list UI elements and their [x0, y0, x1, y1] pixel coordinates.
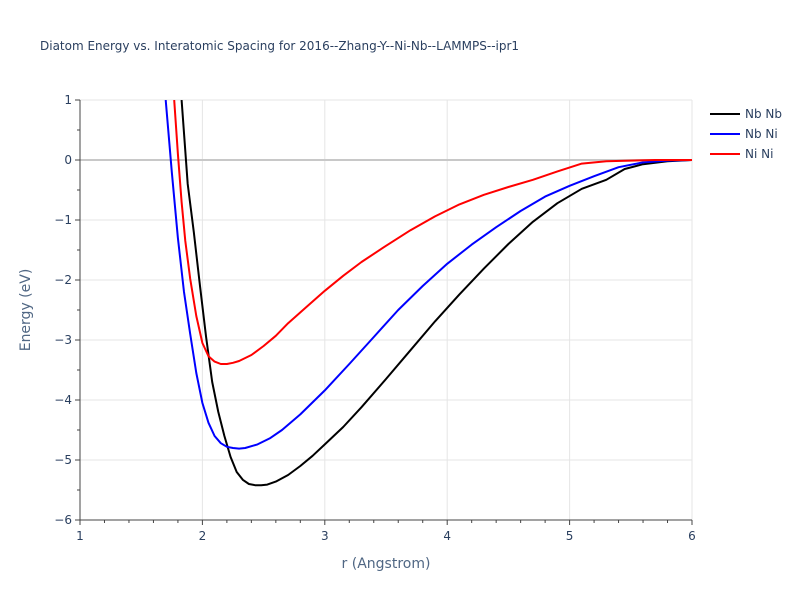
x-tick-label: 2 — [199, 529, 207, 543]
y-tick-label: −5 — [54, 453, 72, 467]
x-axis-ticks: 1 2 3 4 5 6 — [76, 520, 696, 543]
legend[interactable]: Nb Nb Nb Ni Ni Ni — [710, 107, 782, 161]
x-tick-label: 5 — [566, 529, 574, 543]
x-tick-label: 1 — [76, 529, 84, 543]
x-axis-title: r (Angstrom) — [342, 556, 431, 572]
y-tick-label: −2 — [54, 273, 72, 287]
y-tick-label: 1 — [64, 93, 72, 107]
legend-label: Ni Ni — [745, 147, 773, 161]
series-line-ni-ni — [173, 100, 692, 365]
x-tick-label: 6 — [688, 529, 696, 543]
x-tick-label: 4 — [443, 529, 451, 543]
legend-item-nb-nb[interactable]: Nb Nb — [710, 107, 782, 121]
y-tick-label: −6 — [54, 513, 72, 527]
series-line-nb-ni — [164, 100, 692, 450]
y-axis-ticks: 1 0 −1 −2 −3 −4 −5 −6 — [54, 93, 80, 527]
legend-item-nb-ni[interactable]: Nb Ni — [710, 127, 778, 141]
chart-title: Diatom Energy vs. Interatomic Spacing fo… — [40, 39, 519, 53]
legend-label: Nb Ni — [745, 127, 778, 141]
x-tick-label: 3 — [321, 529, 329, 543]
series-line-nb-nb — [180, 100, 692, 487]
y-tick-label: 0 — [64, 153, 72, 167]
series-lines — [164, 100, 692, 487]
y-axis-title: Energy (eV) — [18, 269, 34, 352]
y-tick-label: −1 — [54, 213, 72, 227]
y-tick-label: −3 — [54, 333, 72, 347]
legend-label: Nb Nb — [745, 107, 782, 121]
y-tick-label: −4 — [54, 393, 72, 407]
legend-item-ni-ni[interactable]: Ni Ni — [710, 147, 773, 161]
